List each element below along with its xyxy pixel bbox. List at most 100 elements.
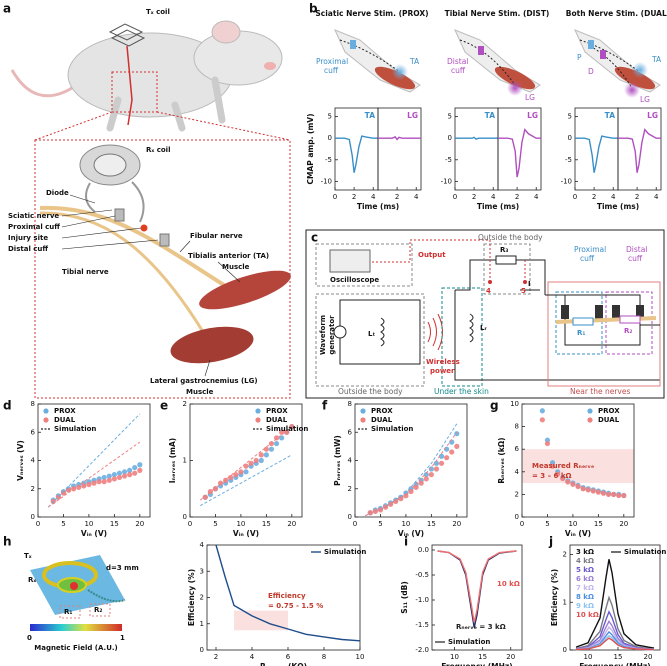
legend-label: 9 kΩ (576, 602, 594, 610)
data-point (263, 446, 269, 452)
plot-frame (521, 403, 635, 518)
data-point (273, 440, 280, 447)
series-line (378, 136, 421, 141)
data-point (539, 408, 545, 414)
data-point (127, 472, 133, 478)
data-point (595, 489, 601, 495)
plot-title: LG (407, 111, 418, 120)
x-tick-label: 20 (619, 520, 628, 528)
field-hotspot (70, 582, 78, 590)
plot-frame (454, 107, 499, 191)
data-point (449, 449, 455, 455)
data-point (273, 435, 280, 441)
y-tick-label: -10 (321, 177, 332, 185)
cuff-box (605, 291, 653, 355)
label: LG (525, 93, 535, 102)
data-point (263, 452, 269, 458)
y-axis-label: Rₙₑᵣᵥₑₛ (kΩ) (497, 437, 506, 483)
electrode (612, 305, 620, 319)
x-axis-label: Time (ms) (477, 202, 519, 211)
label: Tibialis anterior (TA) (188, 252, 269, 260)
label: R₃ (500, 246, 508, 254)
plot-title: TA (485, 111, 496, 120)
data-point (560, 475, 566, 482)
data-point (101, 479, 107, 485)
y-axis-label: Pₙₑᵣᵥₑₛ (mW) (333, 435, 342, 486)
y-tick-label: 0.0 (418, 546, 429, 554)
y-tick-label: 8 (31, 400, 35, 408)
y-tick-label: 8 (515, 423, 519, 431)
data-point (611, 491, 617, 497)
y-tick-label: 5 (328, 113, 332, 121)
x-axis-label: Vᵢₙ (V) (565, 529, 591, 538)
data-point (217, 480, 224, 486)
data-point (433, 460, 440, 466)
series-line (365, 432, 458, 517)
legend-label: Simulation (448, 638, 490, 646)
legend-marker (587, 408, 593, 414)
group-box (441, 287, 483, 387)
wire (455, 259, 546, 295)
x-tick-label: 4 (534, 193, 539, 201)
y-tick-label: -5 (325, 156, 332, 164)
data-point (121, 473, 128, 479)
panel-a-illustration (10, 20, 291, 399)
legend-label: DUAL (371, 416, 393, 424)
label: Sciatic nerve (8, 212, 59, 220)
series-line (575, 637, 654, 651)
label: cuff (451, 66, 466, 75)
x-axis-label: Frequency (MHz) (441, 662, 512, 666)
series-line (498, 128, 541, 178)
data-point (121, 469, 128, 475)
annotation: 10 kΩ (497, 580, 520, 588)
label: 5 (521, 287, 526, 295)
series-line (437, 550, 517, 623)
column-title: Tibial Nerve Stim. (DIST) (445, 9, 550, 18)
panel-labels: a b c d e f g h i j (3, 2, 553, 549)
data-point (433, 466, 440, 472)
y-tick-label: -1.0 (415, 596, 429, 604)
y-tick-label: 0 (348, 513, 352, 521)
x-tick-label: 5 (213, 520, 217, 528)
y-tick-label: -1.5 (415, 621, 429, 629)
series-line (199, 454, 293, 507)
annotation: Measured Rₙₑᵣᵥₑ (532, 462, 594, 470)
y-tick-label: -5 (445, 156, 452, 164)
x-tick-label: 10 (84, 520, 93, 528)
panel-label: b (309, 2, 318, 16)
plot-frame (431, 544, 523, 651)
x-tick-label: 4 (491, 193, 496, 201)
legend-label: 10 kΩ (576, 611, 599, 619)
column-title: Both Nerve Stim. (DUAL) (566, 9, 667, 18)
y-tick-label: 6 (31, 428, 36, 436)
inductor-lr (469, 313, 474, 343)
x-tick-label: 10 (356, 653, 365, 661)
y-axis-label: Vₙₑᵣᵥₑₛ (V) (16, 440, 25, 481)
data-point (111, 472, 117, 478)
data-point (202, 494, 208, 500)
output-line (372, 239, 491, 266)
label: Oscilloscope (330, 276, 379, 284)
label: Output (418, 251, 446, 259)
y-tick-label: 1 (563, 598, 567, 606)
legend-marker (587, 417, 593, 423)
x-tick-label: 2 (472, 193, 476, 201)
label: 1 (120, 634, 125, 642)
label: Outside the body (478, 233, 543, 242)
y-tick-label: 0 (563, 646, 567, 654)
panel-c-labels: Oscilloscope Output Outside the body R₃ … (319, 233, 647, 396)
distal-cuff (159, 233, 170, 247)
label: D (588, 67, 594, 76)
x-axis-label: Time (ms) (597, 202, 639, 211)
x-tick-label: 15 (110, 520, 119, 528)
rat-nose (264, 62, 276, 70)
legend-label: DUAL (54, 416, 76, 424)
data-point (137, 462, 143, 468)
plot-frame (617, 107, 662, 191)
x-tick-label: 4 (414, 193, 419, 201)
panel-c-circuit (305, 229, 665, 399)
data-point (544, 440, 551, 447)
nerve-branch (39, 211, 207, 336)
label: cuff (324, 66, 339, 75)
y-tick-label: 0 (183, 513, 187, 521)
